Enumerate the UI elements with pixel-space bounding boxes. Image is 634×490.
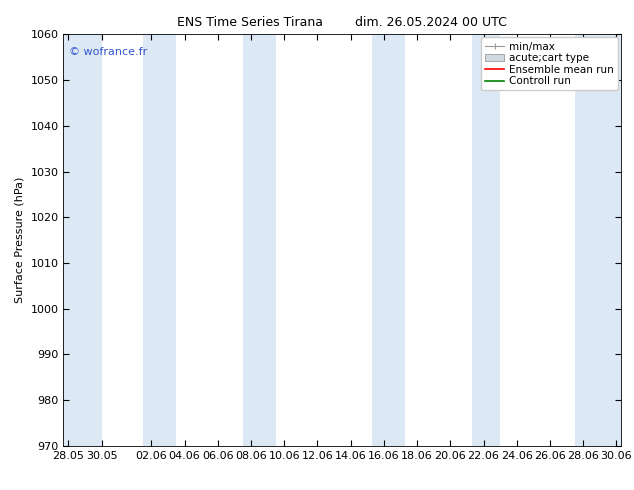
Bar [472, 34, 500, 446]
Y-axis label: Surface Pressure (hPa): Surface Pressure (hPa) [15, 177, 25, 303]
Bar [372, 34, 406, 446]
Bar [243, 34, 276, 446]
Bar [143, 34, 176, 446]
Bar [63, 34, 101, 446]
Legend: min/max, acute;cart type, Ensemble mean run, Controll run: min/max, acute;cart type, Ensemble mean … [481, 37, 618, 91]
Bar [575, 34, 621, 446]
Title: ENS Time Series Tirana        dim. 26.05.2024 00 UTC: ENS Time Series Tirana dim. 26.05.2024 0… [178, 16, 507, 29]
Text: © wofrance.fr: © wofrance.fr [69, 47, 147, 57]
